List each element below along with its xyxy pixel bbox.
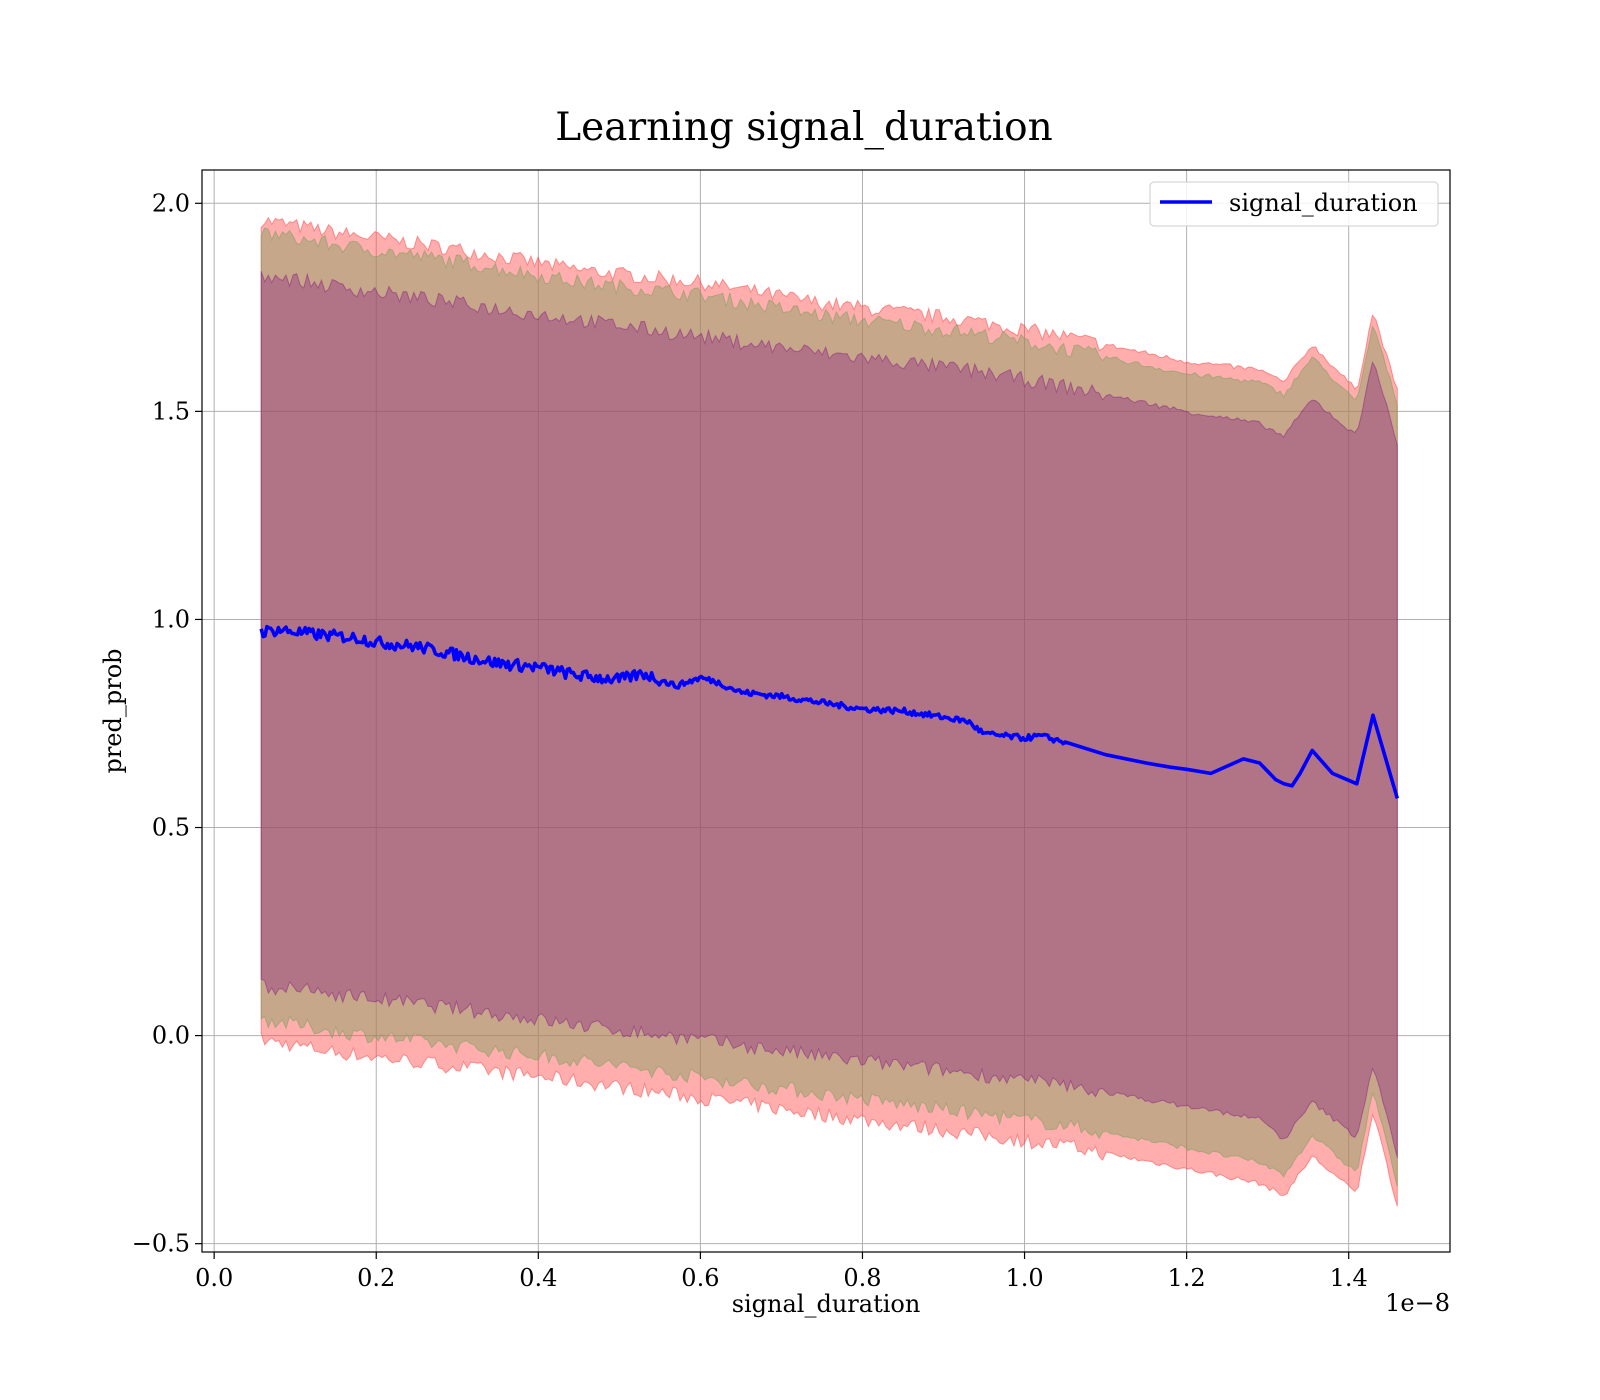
series-line-signal-duration (259, 624, 1400, 799)
y-tick-label: 1.0 (152, 605, 190, 633)
band-middle (260, 227, 1398, 1187)
x-axis: 0.0 0.2 0.4 0.6 0.8 1.0 1.2 1.4 (195, 1252, 1368, 1292)
x-tick-label: 0.4 (519, 1264, 557, 1292)
grid-layer (202, 170, 1450, 1252)
band-outer (260, 216, 1398, 1207)
x-tick-label: 1.0 (1005, 1264, 1043, 1292)
x-tick-label: 0.2 (357, 1264, 395, 1292)
y-tick-label: 0.0 (152, 1022, 190, 1050)
y-tick-label: 0.5 (152, 814, 190, 842)
x-tick-label: 1.4 (1330, 1264, 1368, 1292)
x-axis-offset-label: 1e−8 (1385, 1289, 1450, 1317)
y-axis: −0.5 0.0 0.5 1.0 1.5 2.0 (132, 189, 202, 1258)
plot-area-frame (201, 169, 1451, 1253)
y-tick-label: −0.5 (132, 1230, 190, 1258)
x-tick-label: 0.8 (843, 1264, 881, 1292)
x-tick-label: 1.2 (1168, 1264, 1206, 1292)
legend-label-signal-duration: signal_duration (1229, 189, 1418, 217)
series-layer (259, 624, 1400, 799)
band-inner (260, 271, 1398, 1158)
x-tick-label: 0.0 (195, 1264, 233, 1292)
y-tick-label: 1.5 (152, 397, 190, 425)
y-tick-label: 2.0 (152, 189, 190, 217)
y-axis-label: pred_prob (99, 648, 127, 773)
band-layer (260, 216, 1398, 1207)
legend-box (1149, 181, 1439, 227)
chart-title: Learning signal_duration (555, 105, 1052, 150)
x-tick-label: 0.6 (681, 1264, 719, 1292)
legend: signal_duration (1149, 181, 1439, 227)
x-axis-label: signal_duration (732, 1290, 921, 1318)
